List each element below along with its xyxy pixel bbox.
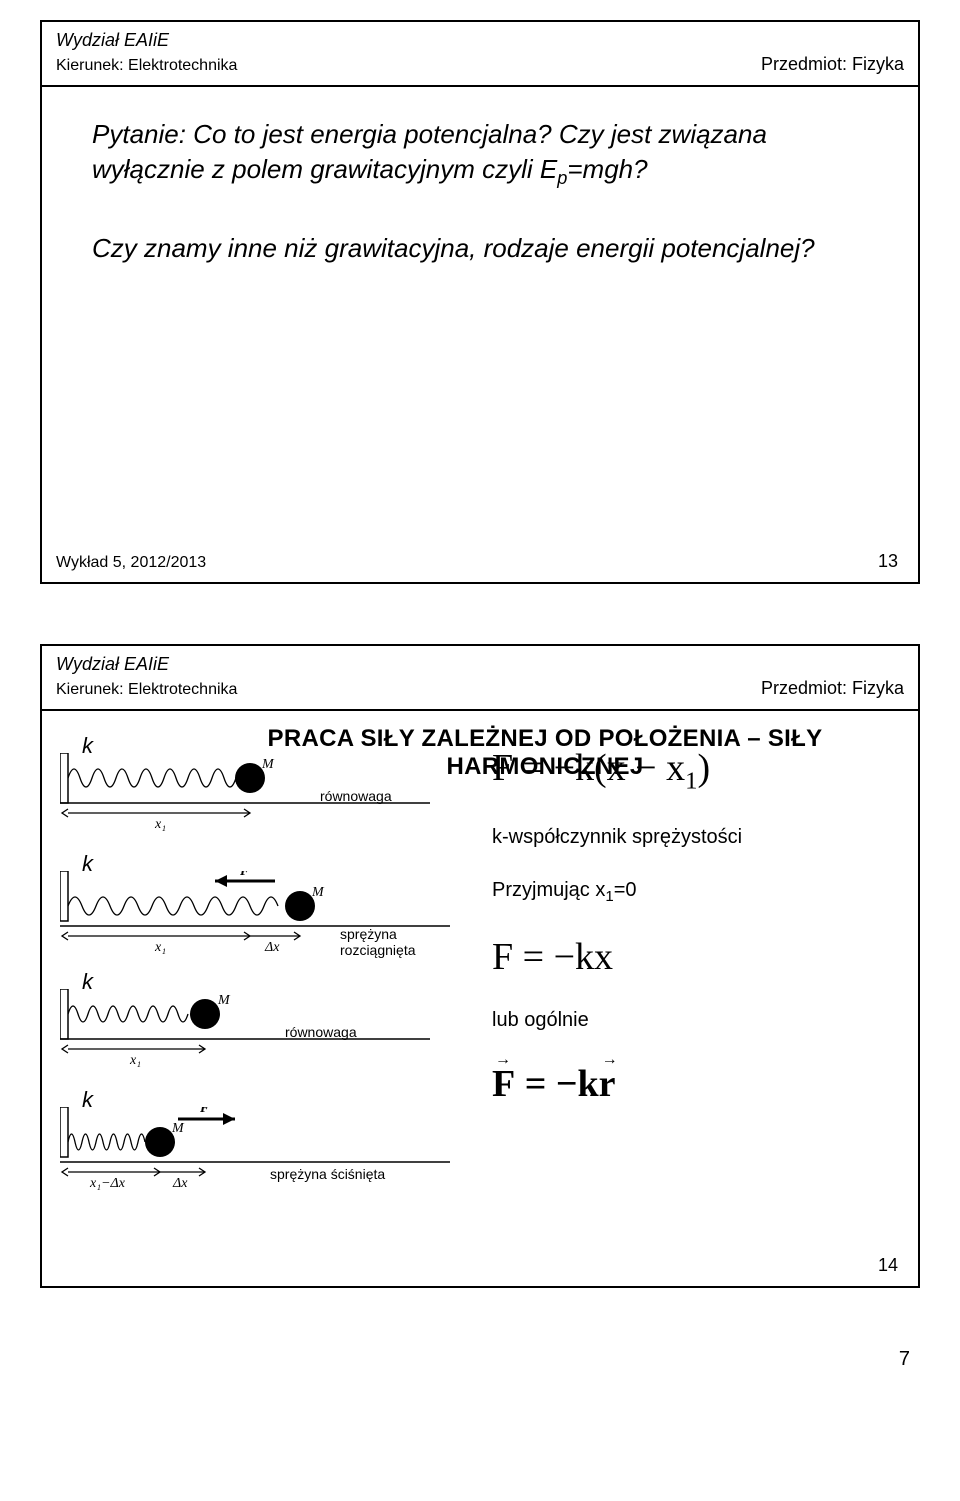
sprezyna-2a: sprężyna <box>340 926 397 942</box>
dx-label-2: Δx <box>264 940 280 955</box>
mass-M-2: M <box>311 885 325 900</box>
spring-svg-4: M F x₁−Δx Δx sprężyna ściśnięta <box>60 1107 460 1197</box>
eq3-r: r <box>599 1062 616 1106</box>
header-left: Wydział EAIiE Kierunek: Elektrotechnika <box>56 30 237 75</box>
slide-header: Wydział EAIiE Kierunek: Elektrotechnika … <box>42 22 918 87</box>
x1-label-1: x₁ <box>154 817 166 832</box>
slide2-header: Wydział EAIiE Kierunek: Elektrotechnika … <box>42 646 918 711</box>
x1-label-3: x₁ <box>129 1053 141 1068</box>
mass-M-3: M <box>217 993 231 1008</box>
note-general: lub ogólnie <box>492 1009 912 1032</box>
slide-1: Wydział EAIiE Kierunek: Elektrotechnika … <box>40 20 920 584</box>
department-label-2: Wydział EAIiE <box>56 654 237 675</box>
spring-diagrams: k M x₁ równowaga <box>52 741 452 1165</box>
q1-subscript: p <box>557 168 567 188</box>
slide-2: Wydział EAIiE Kierunek: Elektrotechnika … <box>40 644 920 1288</box>
mass-M-1: M <box>261 757 275 772</box>
note-k: k-współczynnik sprężystości <box>492 826 912 849</box>
q1-text: Pytanie: Co to jest energia potencjalna?… <box>92 119 767 184</box>
mass-M-4: M <box>171 1121 185 1136</box>
eq3-mid: = −k <box>515 1063 598 1105</box>
note2-pre: Przyjmując x <box>492 879 605 901</box>
slide1-body: Pytanie: Co to jest energia potencjalna?… <box>42 87 918 336</box>
equation-3: F = −kr <box>492 1062 912 1106</box>
F-label-2: F <box>239 871 250 879</box>
eq1-main: F = −k(x − x <box>492 747 685 789</box>
q1-after: =mgh? <box>567 154 647 184</box>
F-label-4: F <box>199 1107 210 1116</box>
direction-label: Kierunek: Elektrotechnika <box>56 57 237 75</box>
spring-row-2: k M F x₁ Δx spręży <box>52 859 452 929</box>
subject-label: Przedmiot: Fizyka <box>761 54 904 75</box>
equations-column: F = −k(x − x1) k-współczynnik sprężystoś… <box>482 746 912 1136</box>
department-label: Wydział EAIiE <box>56 30 237 51</box>
eq1-sub: 1 <box>685 768 697 795</box>
slide1-footer: Wykład 5, 2012/2013 <box>56 554 206 572</box>
slide2-page: 14 <box>878 1255 898 1276</box>
equation-2: F = −kx <box>492 935 912 979</box>
spring-svg-1: M x₁ równowaga <box>60 753 440 833</box>
spring-row-1: k M x₁ równowaga <box>52 741 452 811</box>
spring-svg-3: M x₁ równowaga <box>60 989 440 1069</box>
x1-label-2: x₁ <box>154 940 166 955</box>
subject-label-2: Przedmiot: Fizyka <box>761 678 904 699</box>
header-left-2: Wydział EAIiE Kierunek: Elektrotechnika <box>56 654 237 699</box>
direction-label-2: Kierunek: Elektrotechnika <box>56 681 237 699</box>
sprezyna-2b: rozciągnięta <box>340 942 416 958</box>
equation-1: F = −k(x − x1) <box>492 746 912 796</box>
note2-sub: 1 <box>605 888 613 905</box>
note-x1: Przyjmując x1=0 <box>492 879 912 905</box>
eq1-after: ) <box>697 747 710 789</box>
page-number: 7 <box>0 1348 960 1391</box>
scisnieta-4: sprężyna ściśnięta <box>270 1166 385 1182</box>
question-1: Pytanie: Co to jest energia potencjalna?… <box>92 117 868 191</box>
spring-row-4: k M F x₁−Δx Δx sprężyna śc <box>52 1095 452 1165</box>
eq3-F: F <box>492 1062 515 1106</box>
spring-row-3: k M x₁ równowaga <box>52 977 452 1047</box>
spring-svg-2: M F x₁ Δx sprężyna rozciągnięta <box>60 871 460 966</box>
question-2: Czy znamy inne niż grawitacyjna, rodzaje… <box>92 231 868 266</box>
dx-label-4: Δx <box>172 1176 188 1191</box>
slide1-page: 13 <box>878 551 898 572</box>
note2-after: =0 <box>614 879 637 901</box>
x1dx-label-4: x₁−Δx <box>89 1176 126 1191</box>
rownowaga-1: równowaga <box>320 788 392 804</box>
rownowaga-3: równowaga <box>285 1024 357 1040</box>
